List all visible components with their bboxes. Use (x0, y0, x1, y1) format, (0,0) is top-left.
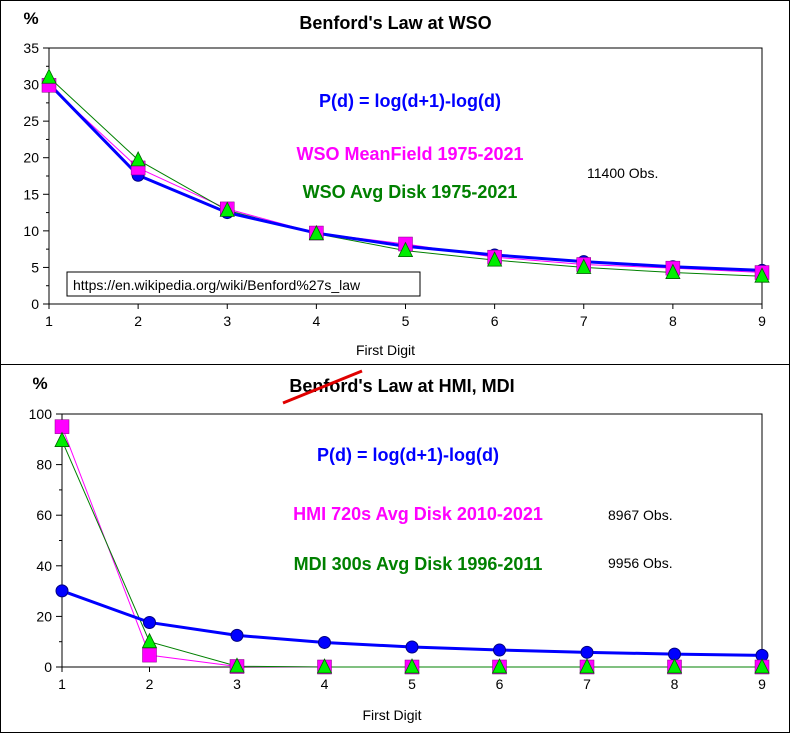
panel-frame (0, 364, 790, 733)
point-triangle (579, 658, 595, 674)
x-tick-label: 5 (402, 313, 410, 329)
y-tick-label: 15 (23, 186, 39, 202)
legend-text-1: P(d) = log(d+1)-log(d) (319, 91, 501, 111)
reference-link-text: https://en.wikipedia.org/wiki/Benford%27… (73, 277, 361, 293)
point-triangle (404, 658, 420, 674)
y-tick-label: 60 (36, 507, 52, 523)
y-tick-label: 25 (23, 113, 39, 129)
x-tick-label: 7 (580, 313, 588, 329)
point-triangle (576, 258, 592, 274)
point-triangle (754, 267, 770, 283)
point-triangle (41, 68, 57, 84)
x-axis-label: First Digit (362, 707, 421, 723)
point-triangle (141, 632, 158, 649)
x-tick-label: 2 (146, 676, 154, 692)
point-triangle (308, 224, 325, 241)
x-axis-label: First Digit (356, 342, 415, 358)
point-triangle (130, 151, 146, 167)
point-triangle (397, 241, 414, 258)
point-triangle (754, 658, 770, 674)
legend-text-3: WSO Avg Disk 1975-2021 (303, 182, 518, 202)
point-square (142, 647, 157, 663)
chart-title: Benford's Law at WSO (299, 13, 491, 33)
x-tick-label: 6 (491, 313, 499, 329)
point-circle (493, 643, 506, 657)
obs-count-annotation: 8967 Obs. (608, 507, 673, 523)
chart-panel-1: Benford's Law at WSO%First Digit05101520… (0, 0, 790, 365)
y-tick-label: 30 (23, 77, 39, 93)
obs-count-annotation: 11400 Obs. (587, 165, 658, 181)
red-strike-mark (282, 369, 363, 405)
x-tick-label: 6 (496, 676, 504, 692)
y-tick-label: 40 (36, 558, 52, 574)
x-tick-label: 7 (583, 676, 591, 692)
legend-text-3: MDI 300s Avg Disk 1996-2011 (294, 554, 543, 574)
chart-title: Benford's Law at HMI, MDI (289, 376, 514, 396)
link-box (66, 271, 421, 297)
legend-text-1: P(d) = log(d+1)-log(d) (317, 445, 499, 465)
x-tick-label: 2 (134, 313, 142, 329)
x-tick-label: 8 (669, 313, 677, 329)
legend-text-2: HMI 720s Avg Disk 2010-2021 (293, 504, 543, 524)
x-tick-label: 1 (45, 313, 53, 329)
x-tick-label: 1 (58, 676, 66, 692)
y-tick-label: 0 (44, 659, 52, 675)
point-triangle (491, 658, 508, 674)
legend-text-2: WSO MeanField 1975-2021 (296, 144, 523, 164)
x-tick-label: 9 (758, 676, 766, 692)
point-triangle (316, 658, 333, 674)
obs-count-annotation: 9956 Obs. (608, 555, 673, 571)
point-triangle (229, 657, 245, 673)
x-tick-label: 9 (758, 313, 766, 329)
point-circle (405, 640, 419, 654)
point-triangle (219, 201, 235, 217)
y-tick-label: 80 (36, 457, 52, 473)
y-tick-label: 20 (36, 608, 52, 624)
x-tick-label: 4 (312, 313, 320, 329)
point-square (54, 419, 70, 434)
point-triangle (665, 263, 681, 279)
chart-panel-2: Benford's Law at HMI, MDI% First Digit 0 20… (0, 364, 790, 733)
y-tick-label: 100 (29, 406, 53, 422)
y-tick-label: 20 (23, 150, 39, 166)
x-tick-label: 4 (321, 676, 329, 692)
y-tick-label: 5 (31, 259, 39, 275)
point-triangle (54, 431, 70, 447)
y-axis-label: % (23, 9, 38, 28)
y-tick-label: 35 (23, 40, 39, 56)
point-circle (143, 615, 156, 629)
x-tick-label: 5 (408, 676, 416, 692)
point-triangle (486, 251, 503, 267)
y-axis-label: % (32, 374, 47, 393)
point-circle (230, 628, 244, 642)
point-circle (318, 635, 331, 649)
x-tick-label: 3 (223, 313, 231, 329)
x-tick-label: 3 (233, 676, 241, 692)
point-triangle (666, 658, 683, 674)
x-tick-label: 8 (671, 676, 679, 692)
y-tick-label: 0 (31, 296, 39, 312)
y-tick-label: 10 (23, 223, 39, 239)
point-circle (55, 584, 69, 598)
point-circle (580, 645, 594, 659)
